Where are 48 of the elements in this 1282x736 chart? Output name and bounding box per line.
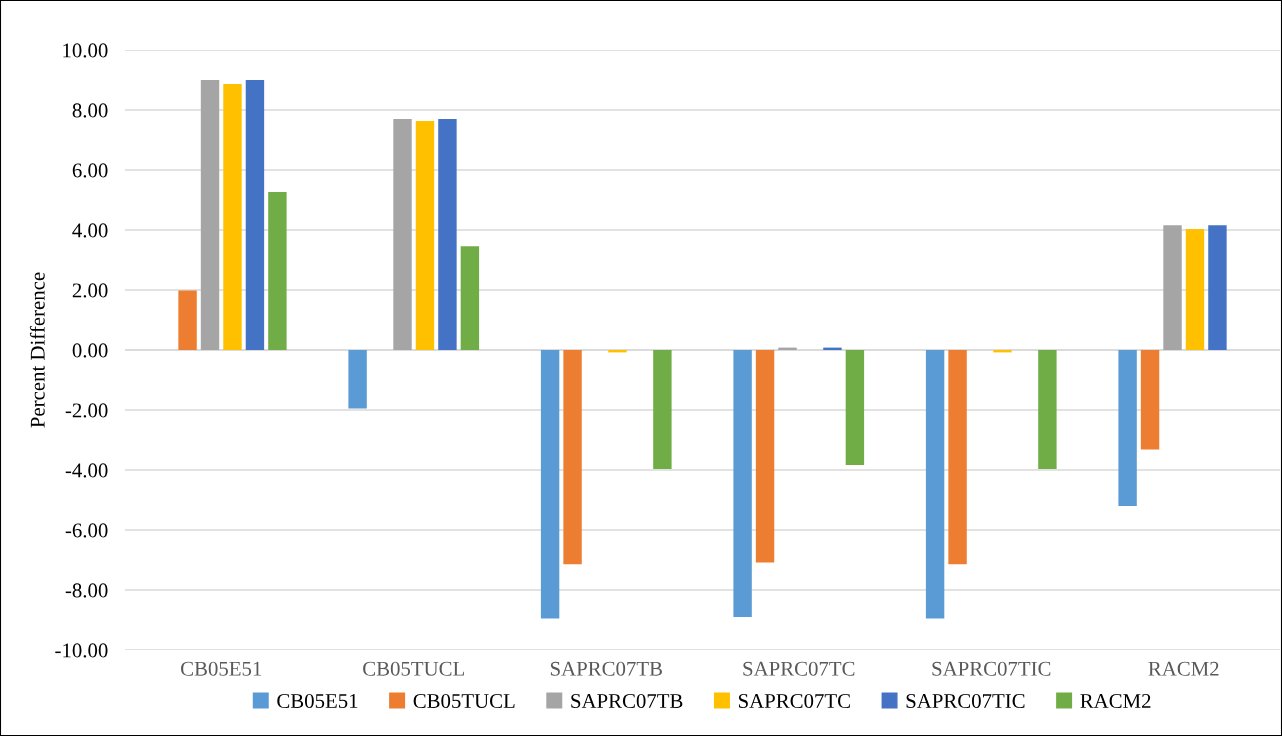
x-tick-label: CB05TUCL <box>363 661 465 676</box>
legend-label: SAPRC07TC <box>738 693 850 709</box>
y-tick-label: -6.00 <box>65 523 108 538</box>
legend-label: CB05E51 <box>277 693 358 709</box>
y-axis-title: Percent Difference <box>29 272 45 428</box>
x-tick-label: CB05E51 <box>181 661 262 676</box>
x-tick-label: RACM2 <box>1148 661 1219 676</box>
x-tick-label: SAPRC07TIC <box>932 661 1051 676</box>
y-tick-label: 6.00 <box>72 163 108 178</box>
y-tick-label: -10.00 <box>55 643 108 658</box>
y-tick-label: -2.00 <box>65 403 108 418</box>
legend-label: SAPRC07TIC <box>906 693 1025 709</box>
bar <box>178 290 197 350</box>
bar <box>223 83 242 350</box>
bar <box>1140 350 1160 450</box>
x-tick-label: SAPRC07TB <box>550 661 662 676</box>
bar <box>540 350 560 619</box>
bar <box>393 119 412 350</box>
bar <box>1118 350 1137 506</box>
bar <box>1163 225 1182 350</box>
bar <box>653 350 672 470</box>
y-tick-label: -4.00 <box>65 463 108 478</box>
bar <box>268 191 287 350</box>
bar <box>563 350 582 565</box>
y-tick-label: -8.00 <box>65 583 108 598</box>
bar <box>1038 350 1057 470</box>
bar <box>755 350 775 563</box>
legend-label: RACM2 <box>1080 694 1151 709</box>
x-tick-label: SAPRC07TC <box>743 661 855 676</box>
bar <box>1208 225 1227 350</box>
bar <box>200 80 220 350</box>
y-tick-label: 0.00 <box>72 343 108 358</box>
y-tick-label: 4.00 <box>72 223 108 238</box>
bar <box>438 119 457 350</box>
y-tick-label: 8.00 <box>72 103 108 118</box>
bar <box>948 350 967 565</box>
bar <box>845 350 865 465</box>
bar <box>460 246 480 350</box>
y-tick-label: 10.00 <box>63 43 108 58</box>
legend-label: CB05TUCL <box>413 693 515 709</box>
bar <box>415 121 435 350</box>
bar <box>733 350 752 617</box>
y-tick-label: 2.00 <box>72 283 108 298</box>
legend-label: SAPRC07TB <box>571 693 683 709</box>
bar <box>245 80 265 350</box>
bar <box>925 350 945 619</box>
bar <box>348 350 367 409</box>
bar <box>1185 229 1205 350</box>
